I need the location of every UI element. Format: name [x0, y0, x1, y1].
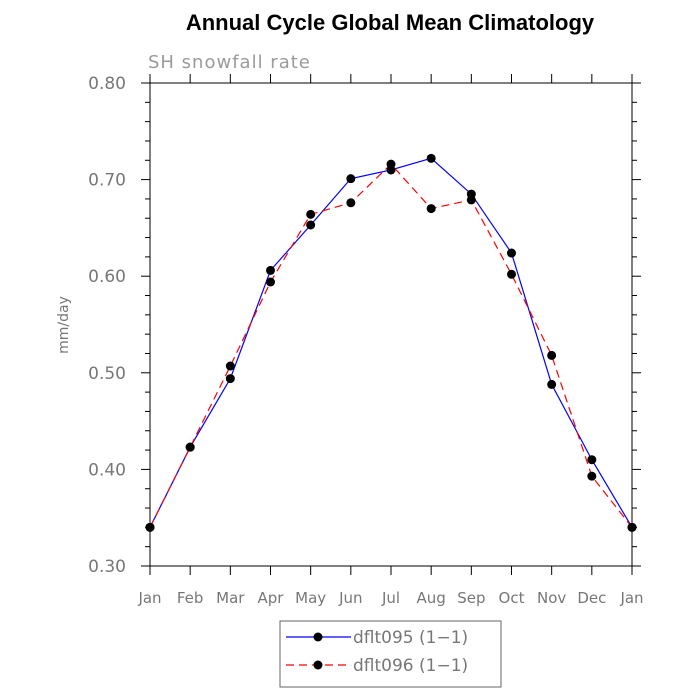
series-1-point [587, 455, 597, 465]
series-1-point [306, 220, 316, 230]
y-axis-label: mm/day [56, 296, 72, 354]
series-1-point [426, 153, 436, 163]
x-tick-label: Sep [457, 589, 485, 607]
series-2-point [547, 350, 557, 360]
legend-marker-2 [313, 660, 323, 670]
series-2-point [426, 204, 436, 214]
x-tick-label: Aug [417, 589, 446, 607]
legend-label-2: dflt096 (1−1) [353, 656, 468, 676]
x-tick-label: May [295, 589, 326, 607]
y-tick-label: 0.40 [88, 460, 126, 480]
series-2-point [225, 361, 235, 371]
series-1-point [547, 379, 557, 389]
series-2-point [587, 471, 597, 481]
series-line-2 [149, 163, 633, 528]
series-1-point [507, 248, 516, 258]
series-layer [145, 153, 637, 532]
legend-label-1: dflt095 (1−1) [353, 628, 468, 648]
series-1-point [346, 174, 356, 184]
series-2-point [466, 195, 476, 205]
series-2-point [627, 522, 637, 532]
x-tick-label: Jan [137, 589, 161, 607]
y-tick-label: 0.30 [88, 557, 126, 577]
x-tick-label: Jul [381, 589, 400, 607]
x-tick-label: Oct [499, 589, 525, 607]
series-2-point [386, 159, 396, 169]
x-tick-label: Nov [537, 589, 566, 607]
series-2-point [145, 522, 155, 532]
y-tick-label: 0.80 [88, 74, 126, 94]
x-tick-label: Apr [258, 589, 285, 607]
x-tick-label: Jan [619, 589, 643, 607]
series-2-point [306, 209, 316, 219]
y-tick-label: 0.50 [88, 364, 126, 384]
series-1-point [266, 265, 275, 275]
chart-subtitle: SH snowfall rate [148, 52, 311, 73]
plot-frame [149, 82, 633, 567]
legend-marker-1 [313, 632, 323, 642]
y-axis-tick-labels: 0.30 0.40 0.50 0.60 0.70 0.80 [88, 74, 126, 577]
x-tick-label: Jun [338, 589, 362, 607]
x-tick-label: Feb [177, 589, 204, 607]
y-tick-label: 0.60 [88, 267, 126, 287]
chart-title: Annual Cycle Global Mean Climatology [186, 10, 595, 35]
x-axis-tick-labels: Jan Feb Mar Apr May Jun Jul Aug Sep Oct Nov Dec Jan [137, 589, 643, 607]
series-1-point [225, 374, 235, 384]
series-line-1 [149, 157, 633, 528]
series-2-point [266, 277, 275, 287]
y-tick-label: 0.70 [88, 171, 126, 191]
legend: dflt095 (1−1) dflt096 (1−1) [279, 620, 502, 688]
x-tick-label: Dec [577, 589, 606, 607]
x-tick-label: Mar [216, 589, 245, 607]
axis-ticks [141, 74, 641, 575]
legend-box [279, 620, 502, 688]
series-2-point [346, 198, 356, 208]
series-2-point [185, 442, 195, 452]
series-2-point [507, 269, 516, 279]
